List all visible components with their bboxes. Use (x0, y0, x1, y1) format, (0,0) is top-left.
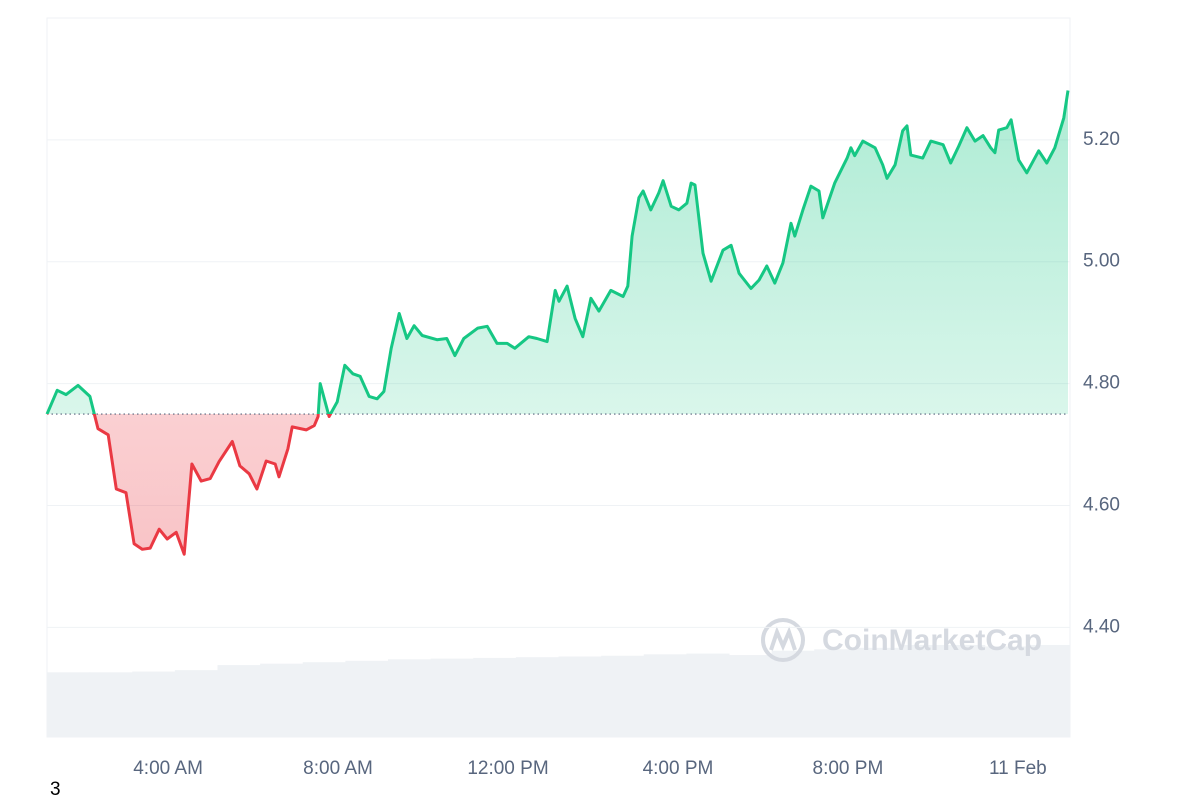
volume-bar (473, 657, 517, 737)
volume-bar (430, 658, 474, 737)
y-tick-label: 4.60 (1083, 494, 1120, 515)
volume-bar (984, 646, 1028, 737)
y-tick-label: 5.20 (1083, 129, 1120, 150)
volume-bar (515, 657, 559, 737)
volume-bar (643, 654, 687, 737)
area-up (47, 90, 1068, 415)
x-tick-label: 4:00 AM (133, 758, 203, 779)
volume-bar (814, 649, 858, 737)
x-tick-label: 12:00 PM (467, 758, 548, 779)
volume-bar (217, 665, 261, 737)
volume-bar (302, 662, 346, 737)
x-tick-label: 11 Feb (989, 758, 1047, 779)
y-tick-label: 4.40 (1083, 616, 1120, 637)
x-tick-label: 8:00 PM (813, 758, 884, 779)
volume-bar (47, 672, 91, 737)
volume-bar (345, 660, 389, 737)
volume-bar (771, 650, 815, 737)
y-tick-label: 4.80 (1083, 373, 1120, 394)
volume-bar (942, 644, 986, 737)
volume-bar (132, 671, 176, 737)
footnote: 3 (50, 779, 61, 800)
volume-bar (388, 659, 432, 737)
volume-bar (260, 663, 304, 737)
watermark-logo (761, 618, 805, 662)
volume-bar (856, 647, 900, 737)
watermark: CoinMarketCap (822, 624, 1042, 657)
line-up (45, 90, 1070, 415)
volume-bar (729, 655, 773, 737)
volume-bar (558, 656, 602, 737)
volume-bar (686, 653, 730, 737)
line-down (46, 414, 333, 556)
volume-bar (89, 672, 133, 737)
volume-bar (1027, 644, 1071, 737)
volume-bar (174, 670, 218, 737)
volume-bar (601, 655, 645, 737)
y-tick-label: 5.00 (1083, 251, 1120, 272)
volume-bar (899, 644, 943, 737)
x-tick-label: 4:00 PM (643, 758, 714, 779)
x-tick-label: 8:00 AM (303, 758, 373, 779)
